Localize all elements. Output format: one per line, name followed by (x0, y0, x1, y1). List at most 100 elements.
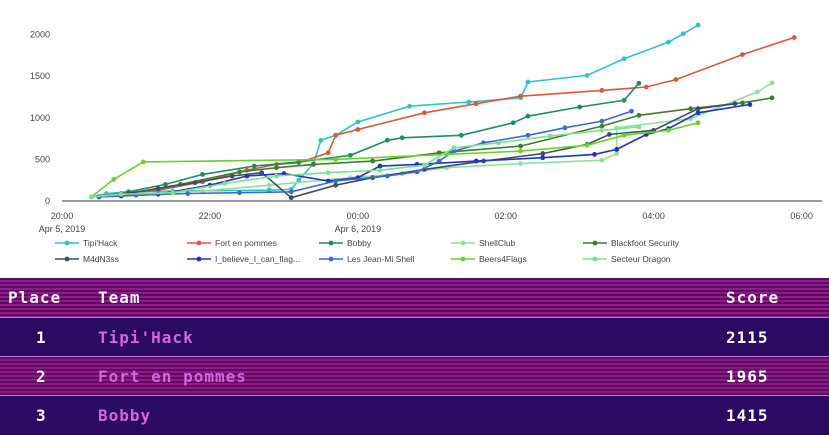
header-team: Team (98, 288, 141, 307)
x-tick-label: 00:00 (347, 211, 370, 221)
series-point (237, 169, 242, 175)
legend-label[interactable]: Fort en pommes (215, 238, 277, 248)
series-point (111, 176, 117, 182)
row-team-link[interactable]: Tipi'Hack (98, 328, 194, 347)
series-point (436, 158, 442, 164)
series-point (636, 80, 642, 86)
legend-label[interactable]: Bobby (347, 238, 372, 248)
row-place: 2 (36, 367, 47, 386)
legend-label[interactable]: ShellClub (479, 238, 516, 248)
legend-swatch-dot (328, 240, 334, 246)
legend-label[interactable]: Tipi'Hack (83, 238, 118, 248)
legend-swatch-dot (460, 240, 466, 246)
legend-label[interactable]: Secteur Dragon (611, 254, 671, 264)
series-point (140, 159, 146, 165)
series-line (98, 82, 640, 198)
series-point (695, 106, 701, 112)
series-point (311, 162, 316, 167)
series-line (91, 24, 699, 198)
series-point (740, 52, 745, 57)
series-point (584, 72, 590, 78)
series-point (333, 182, 339, 188)
row-divider (0, 395, 829, 396)
series-point (244, 173, 250, 179)
series-point (325, 170, 331, 176)
series-point (200, 188, 205, 194)
row-divider (0, 317, 829, 318)
series-point (599, 123, 605, 129)
series-point (643, 84, 649, 90)
series-point (769, 95, 775, 101)
series-point (288, 195, 294, 201)
series-point (333, 157, 339, 162)
series-point (407, 103, 413, 109)
row-team-link[interactable]: Bobby (98, 406, 152, 425)
series-point (266, 182, 272, 188)
row-score: 2115 (726, 328, 769, 347)
legend-label[interactable]: Les Jean-Mi Shell (347, 254, 415, 264)
series-point (259, 170, 265, 176)
series-point (385, 137, 390, 143)
row-place: 3 (36, 406, 47, 425)
series-point (222, 181, 228, 186)
series-point (606, 132, 612, 137)
series-point (422, 162, 427, 168)
series-point (510, 120, 516, 126)
series-point (747, 102, 753, 107)
series-point (296, 177, 302, 183)
header-score: Score (726, 288, 780, 307)
series-point (348, 152, 353, 158)
series-point (599, 127, 605, 133)
scoreboard: Place Team Score 1 Tipi'Hack 2115 2 Fort… (0, 278, 829, 435)
gridlines (62, 34, 822, 202)
y-tick-label: 0 (45, 196, 50, 206)
series-point (695, 110, 701, 116)
scoreboard-header: Place Team Score (0, 278, 829, 317)
x-tick-label: 06:00 (790, 211, 813, 221)
series-layer (89, 22, 797, 201)
series-point (740, 100, 745, 106)
legend-label[interactable]: Blackfoot Security (611, 238, 680, 248)
series-point (621, 132, 627, 138)
series-point (695, 120, 701, 126)
series-point (414, 169, 420, 175)
row-score: 1415 (726, 406, 769, 425)
series-point (155, 186, 161, 191)
series-point (540, 151, 546, 156)
series-point (355, 127, 361, 132)
series-point (791, 35, 797, 40)
series-point (525, 79, 531, 85)
legend-swatch-dot (592, 240, 598, 246)
series-point (695, 22, 701, 28)
series-point (274, 173, 279, 179)
series-point (251, 163, 257, 169)
legend-label[interactable]: M4dN3ss (83, 254, 119, 264)
series-point (621, 97, 627, 103)
series-point (458, 132, 464, 138)
legend-swatch-dot (592, 256, 598, 262)
series-point (274, 165, 279, 171)
series-point (680, 31, 686, 37)
legend-label[interactable]: Beers4Flags (479, 254, 527, 264)
row-team-link[interactable]: Fort en pommes (98, 367, 247, 386)
series-point (673, 77, 679, 82)
series-point (333, 132, 339, 138)
series-point (547, 133, 553, 139)
series-point (592, 152, 597, 157)
legend-label[interactable]: I_believe_I_can_flag... (215, 254, 300, 264)
series-point (229, 173, 235, 179)
series-point (614, 151, 620, 156)
series-point (525, 132, 531, 138)
score-chart: 0 500 1000 1500 2000 20:00 Apr 5, 2019 22:00 00… (30, 22, 822, 264)
series-point (288, 189, 294, 195)
series-point (518, 143, 523, 149)
x-tick-sublabel: Apr 6, 2019 (335, 224, 382, 234)
series-point (318, 137, 324, 143)
row-score: 1965 (726, 367, 769, 386)
legend-swatch-dot (196, 240, 202, 246)
legend-swatch-dot (328, 256, 334, 262)
series-point (355, 119, 361, 125)
series-line (91, 82, 773, 198)
x-axis: 20:00 Apr 5, 2019 22:00 00:00 Apr 6, 2019 02:… (39, 211, 813, 234)
series-point (192, 180, 198, 186)
